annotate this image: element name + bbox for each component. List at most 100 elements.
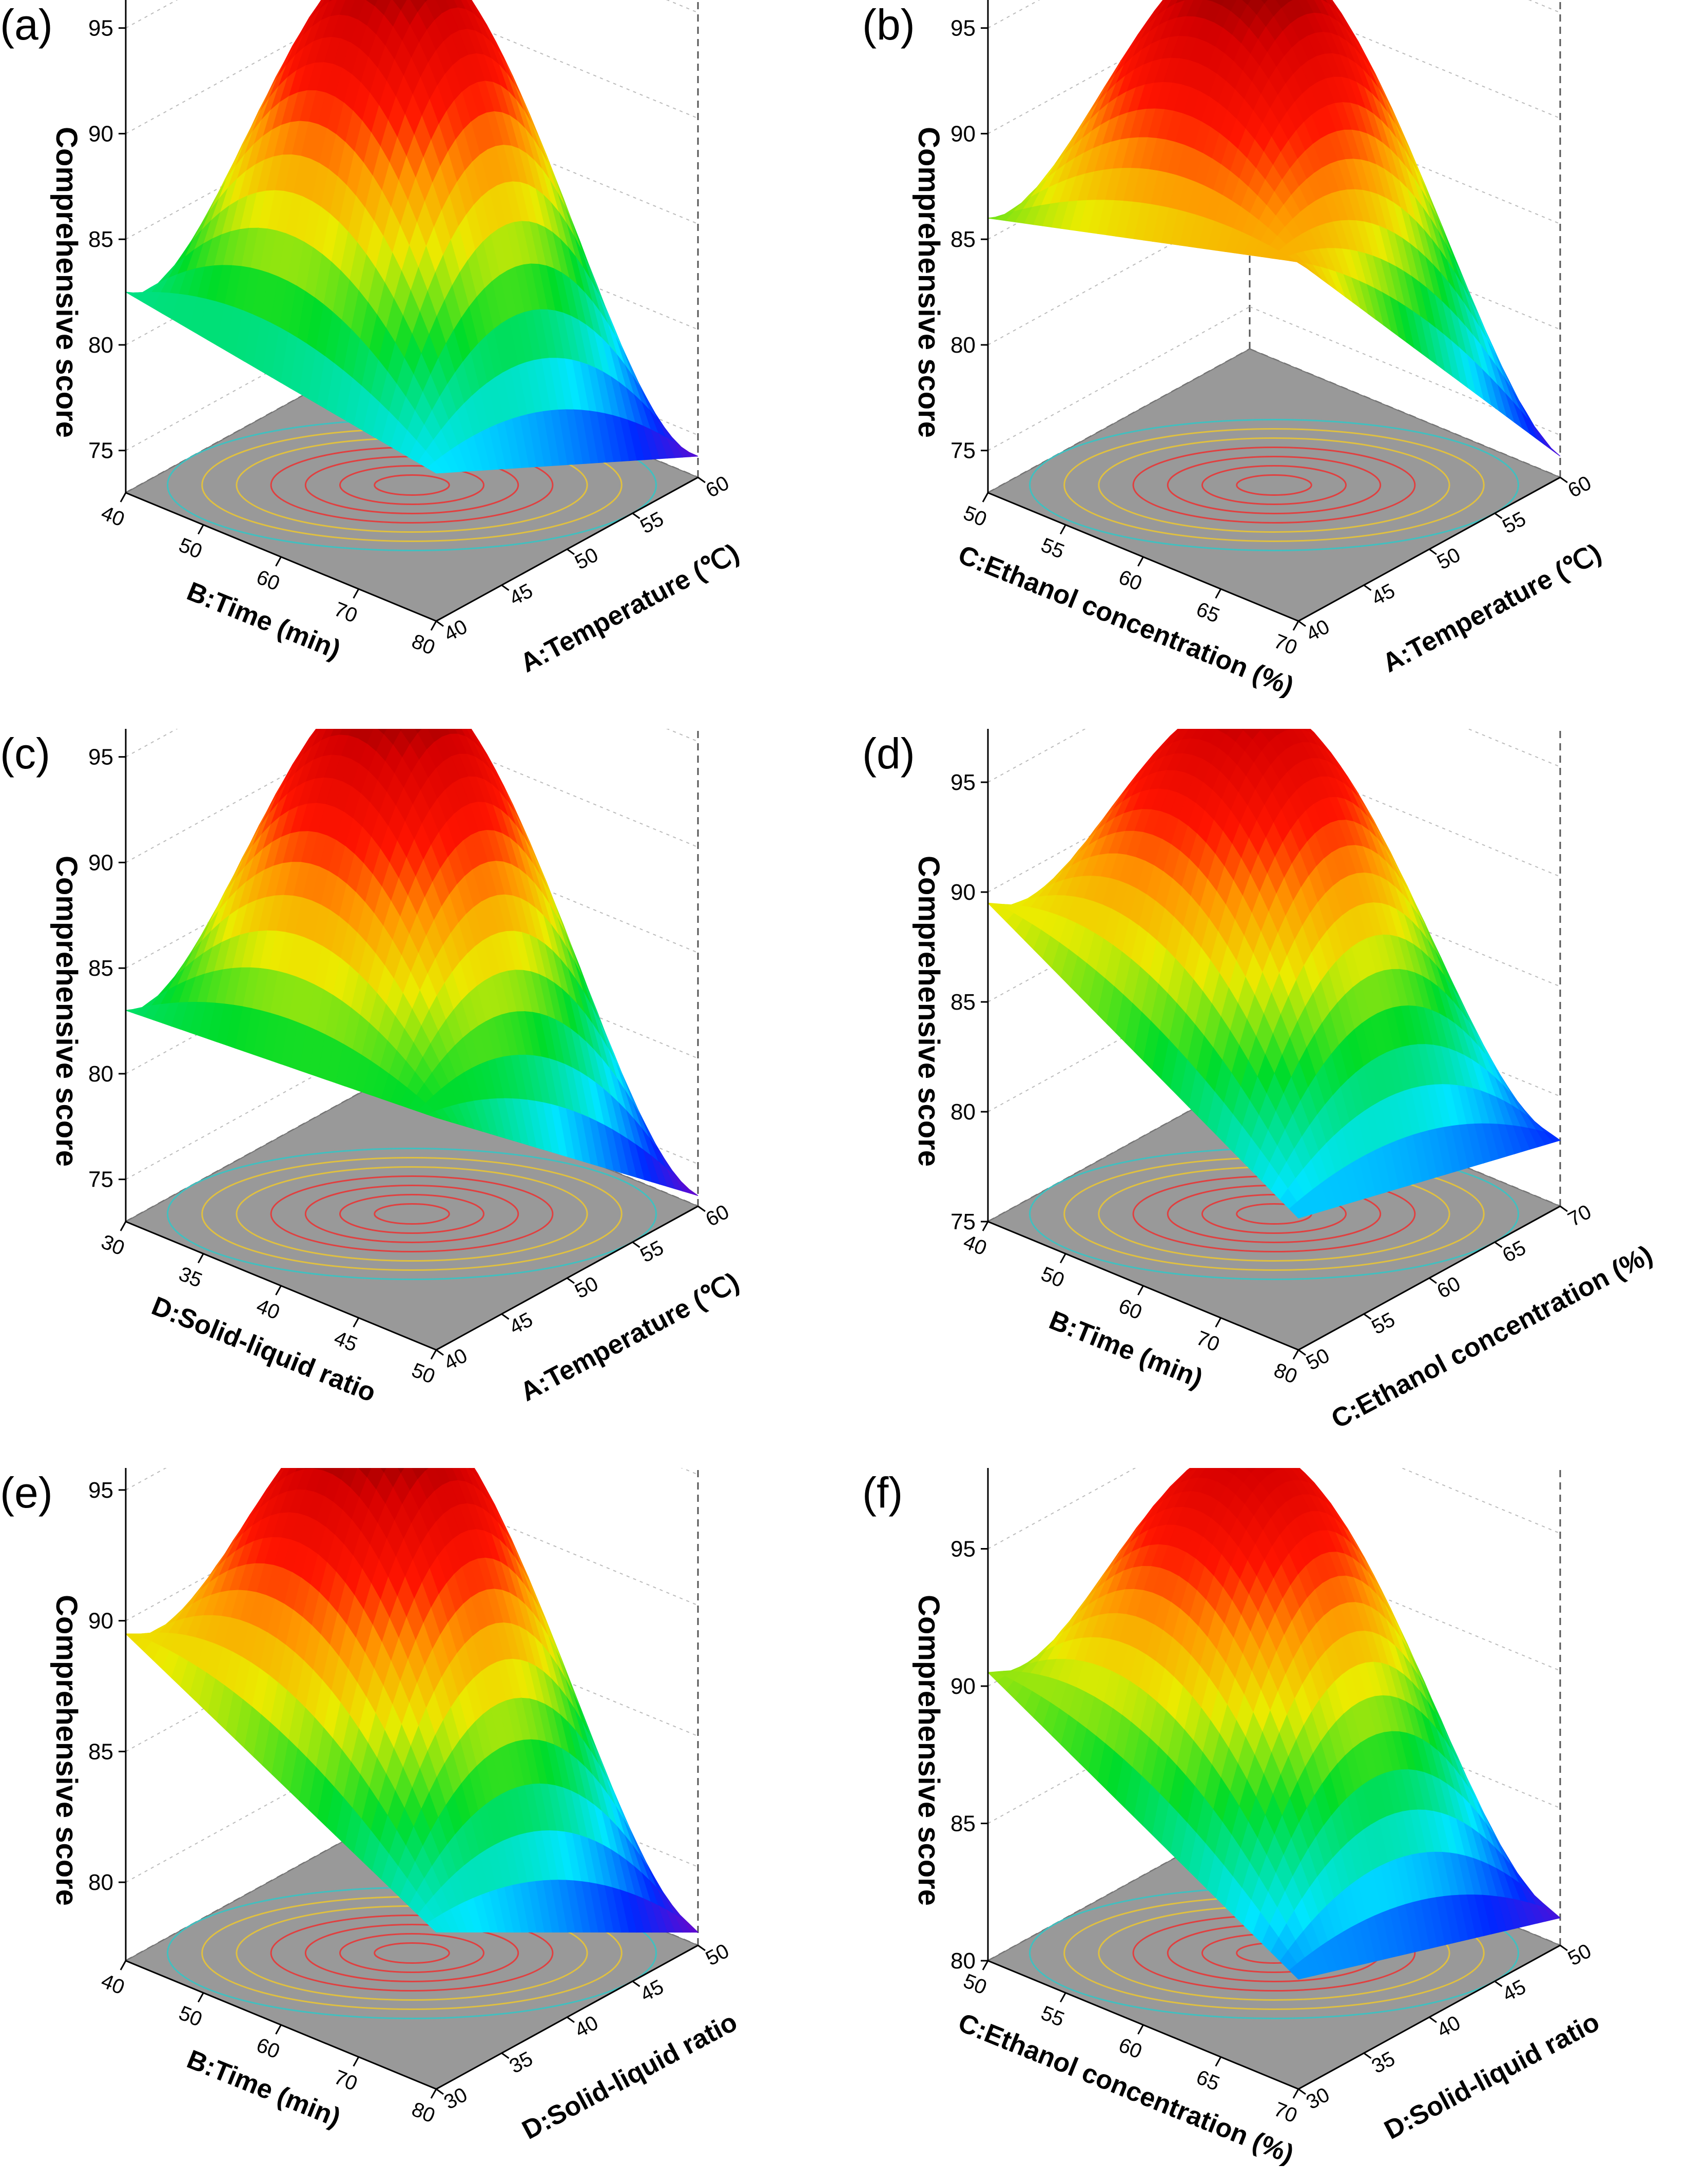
- left-tick-label: 60: [1115, 1294, 1145, 1324]
- panel-label: (c): [0, 729, 50, 778]
- right-tick-mark: [1429, 1277, 1437, 1284]
- right-tick-label: 45: [1368, 579, 1399, 610]
- right-tick-label: 60: [1433, 1272, 1464, 1303]
- z-axis-title: Comprehensive score: [50, 127, 83, 438]
- left-tick-label: 50: [960, 501, 990, 531]
- right-tick-label: 55: [636, 508, 667, 538]
- floor-contour: [339, 1194, 484, 1234]
- surface-cell: [1543, 438, 1561, 457]
- z-tick-label: 75: [950, 1209, 976, 1234]
- right-tick-mark: [632, 512, 640, 519]
- surface-cell: [426, 1111, 444, 1120]
- wall-gridline: [1249, 748, 1561, 877]
- right-tick-label: 50: [1303, 1344, 1333, 1375]
- z-tick-label: 95: [88, 745, 113, 770]
- right-tick-mark: [697, 1205, 706, 1212]
- chart-panel: (a) 75 80 85 90 95 Comprehensive score 40 50 60 70…: [0, 0, 801, 698]
- z-tick-label: 90: [88, 850, 113, 875]
- right-tick-label: 40: [440, 615, 471, 646]
- floor-contour: [1236, 474, 1312, 496]
- right-tick-label: 60: [702, 1201, 733, 1231]
- right-tick-label: 50: [571, 544, 602, 574]
- right-tick-mark: [567, 548, 575, 555]
- surface-cell: [1289, 1202, 1307, 1219]
- right-tick-label: 40: [1303, 615, 1333, 646]
- floor-contour: [1201, 1194, 1347, 1234]
- right-tick-mark: [436, 1349, 444, 1356]
- right-tick-mark: [1429, 548, 1437, 555]
- chart-panel: (b) 75 80 85 90 95 Comprehensive score 50 55 60 65…: [862, 0, 1663, 698]
- floor-contour: [201, 1157, 623, 1271]
- wall-gridline: [1272, 0, 1561, 119]
- panel-label: (a): [0, 1, 53, 49]
- right-tick-label: 60: [702, 472, 733, 502]
- left-tick-mark: [1292, 621, 1299, 631]
- right-tick-label: 55: [636, 1236, 667, 1267]
- left-tick-mark: [1059, 524, 1066, 535]
- left-tick-label: 60: [1115, 566, 1145, 595]
- right-tick-mark: [436, 620, 444, 627]
- right-tick-label: 55: [1368, 1308, 1399, 1339]
- right-tick-label: 60: [1564, 472, 1595, 502]
- left-tick-mark: [197, 1253, 204, 1264]
- response-surface: [125, 1468, 699, 1933]
- right-tick-mark: [1363, 1313, 1372, 1320]
- left-tick-mark: [430, 621, 437, 631]
- left-tick-label: 50: [176, 534, 205, 563]
- left-tick-mark: [982, 1221, 989, 1231]
- z-tick-label: 95: [950, 16, 976, 41]
- left-tick-label: 55: [1038, 534, 1067, 563]
- floor-contour: [339, 465, 484, 505]
- left-tick-label: 35: [176, 1263, 205, 1292]
- z-tick-label: 85: [950, 990, 976, 1015]
- left-tick-mark: [120, 492, 127, 502]
- z-tick-label: 90: [88, 121, 113, 146]
- chart-panel: (e) 80 85 90 95 Comprehensive score 40 50 60 70 80…: [0, 1468, 801, 2166]
- left-tick-mark: [353, 588, 360, 599]
- response-surface: [987, 729, 1561, 1219]
- left-tick-label: 50: [409, 1359, 438, 1388]
- right-tick-label: 70: [1564, 1201, 1595, 1231]
- left-tick-label: 70: [331, 598, 361, 627]
- floor-contour: [374, 1942, 450, 1964]
- left-tick-label: 45: [331, 1327, 361, 1356]
- left-tick-mark: [1137, 1285, 1144, 1296]
- left-tick-label: 70: [1271, 630, 1300, 659]
- z-tick-label: 85: [950, 227, 976, 252]
- left-tick-mark: [1137, 556, 1144, 567]
- wall-gridline: [410, 0, 698, 119]
- z-tick-label: 75: [950, 438, 976, 463]
- left-tick-label: 40: [98, 501, 128, 531]
- response-surface: [125, 0, 698, 474]
- z-tick-label: 85: [88, 227, 113, 252]
- floor-contour: [270, 1915, 554, 1992]
- surface-plot: 7580859095100Comprehensive score40506070…: [912, 729, 1657, 1427]
- floor-contour: [1167, 456, 1382, 514]
- left-tick-mark: [1059, 1253, 1066, 1264]
- right-tick-label: 45: [506, 1308, 536, 1339]
- panel-label: (e): [0, 1468, 53, 1517]
- floor-contour: [270, 1175, 554, 1252]
- floor-contour: [304, 1185, 519, 1243]
- floor-contour: [1029, 419, 1519, 551]
- floor-contour: [167, 1148, 657, 1280]
- floor-contour: [236, 1166, 588, 1262]
- wall-gridline: [1249, 306, 1561, 436]
- left-tick-mark: [275, 1285, 282, 1296]
- floor-contour: [1098, 437, 1450, 533]
- right-tick-mark: [501, 584, 510, 591]
- z-tick-label: 75: [88, 1167, 113, 1192]
- floor-contour: [1063, 428, 1485, 542]
- left-tick-mark: [120, 1221, 127, 1231]
- chart-panel: (d)7580859095100Comprehensive score40506…: [862, 729, 1663, 1427]
- surface-cell: [468, 729, 472, 732]
- surface-cell: [1289, 260, 1307, 268]
- floor-contour: [374, 474, 450, 496]
- right-tick-mark: [1298, 1349, 1306, 1356]
- left-tick-mark: [353, 1317, 360, 1328]
- chart-panel: (c) 75 80 85 90 95 Comprehensive score 30 35 40 45…: [0, 729, 801, 1427]
